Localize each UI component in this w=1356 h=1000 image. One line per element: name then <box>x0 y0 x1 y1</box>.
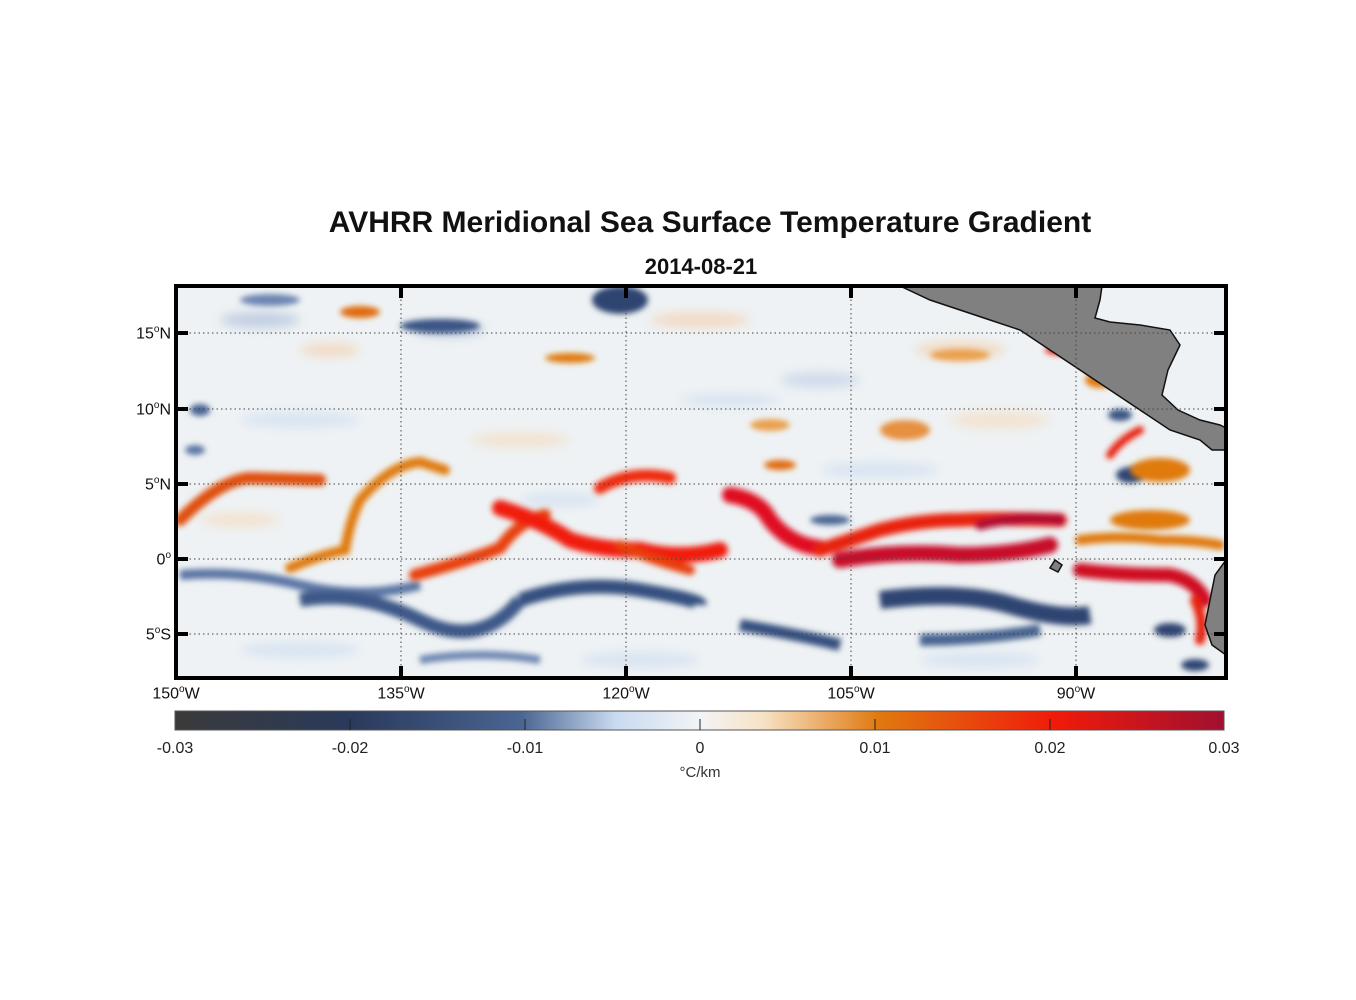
lon-label-90w: 90oW <box>1056 684 1096 703</box>
lon-label-105w: 105oW <box>827 684 875 703</box>
lon-label-135w: 135oW <box>377 684 425 703</box>
colorbar-label-min: -0.03 <box>156 740 194 757</box>
colorbar-unit-label: °C/km <box>679 764 721 781</box>
equatorial-front <box>176 426 1225 645</box>
lat-label-0: 0o <box>156 550 171 569</box>
map-title: AVHRR Meridional Sea Surface Temperature… <box>328 206 1092 239</box>
lon-label-150w: 150oW <box>152 684 200 703</box>
colorbar-label-max: 0.03 <box>1208 740 1240 757</box>
lat-label-5s: 5oS <box>145 625 171 644</box>
lat-label-15n: 15oN <box>136 324 171 343</box>
colorbar-label: 0.01 <box>859 740 891 757</box>
sst-gradient-field <box>176 286 1226 678</box>
colorbar-label: -0.01 <box>506 740 544 757</box>
lat-label-5n: 5oN <box>144 475 171 494</box>
negative-gradient-features <box>179 286 1209 671</box>
colorbar-label-zero: 0 <box>695 740 705 757</box>
lon-label-120w: 120oW <box>602 684 650 703</box>
map-tick-marks <box>176 286 1226 678</box>
colorbar-label: -0.02 <box>331 740 369 757</box>
map-subtitle-date: 2014-08-21 <box>644 254 758 279</box>
colorbar-label: 0.02 <box>1034 740 1066 757</box>
colorbar-ticks <box>349 719 1051 730</box>
lat-label-10n: 10oN <box>136 400 171 419</box>
